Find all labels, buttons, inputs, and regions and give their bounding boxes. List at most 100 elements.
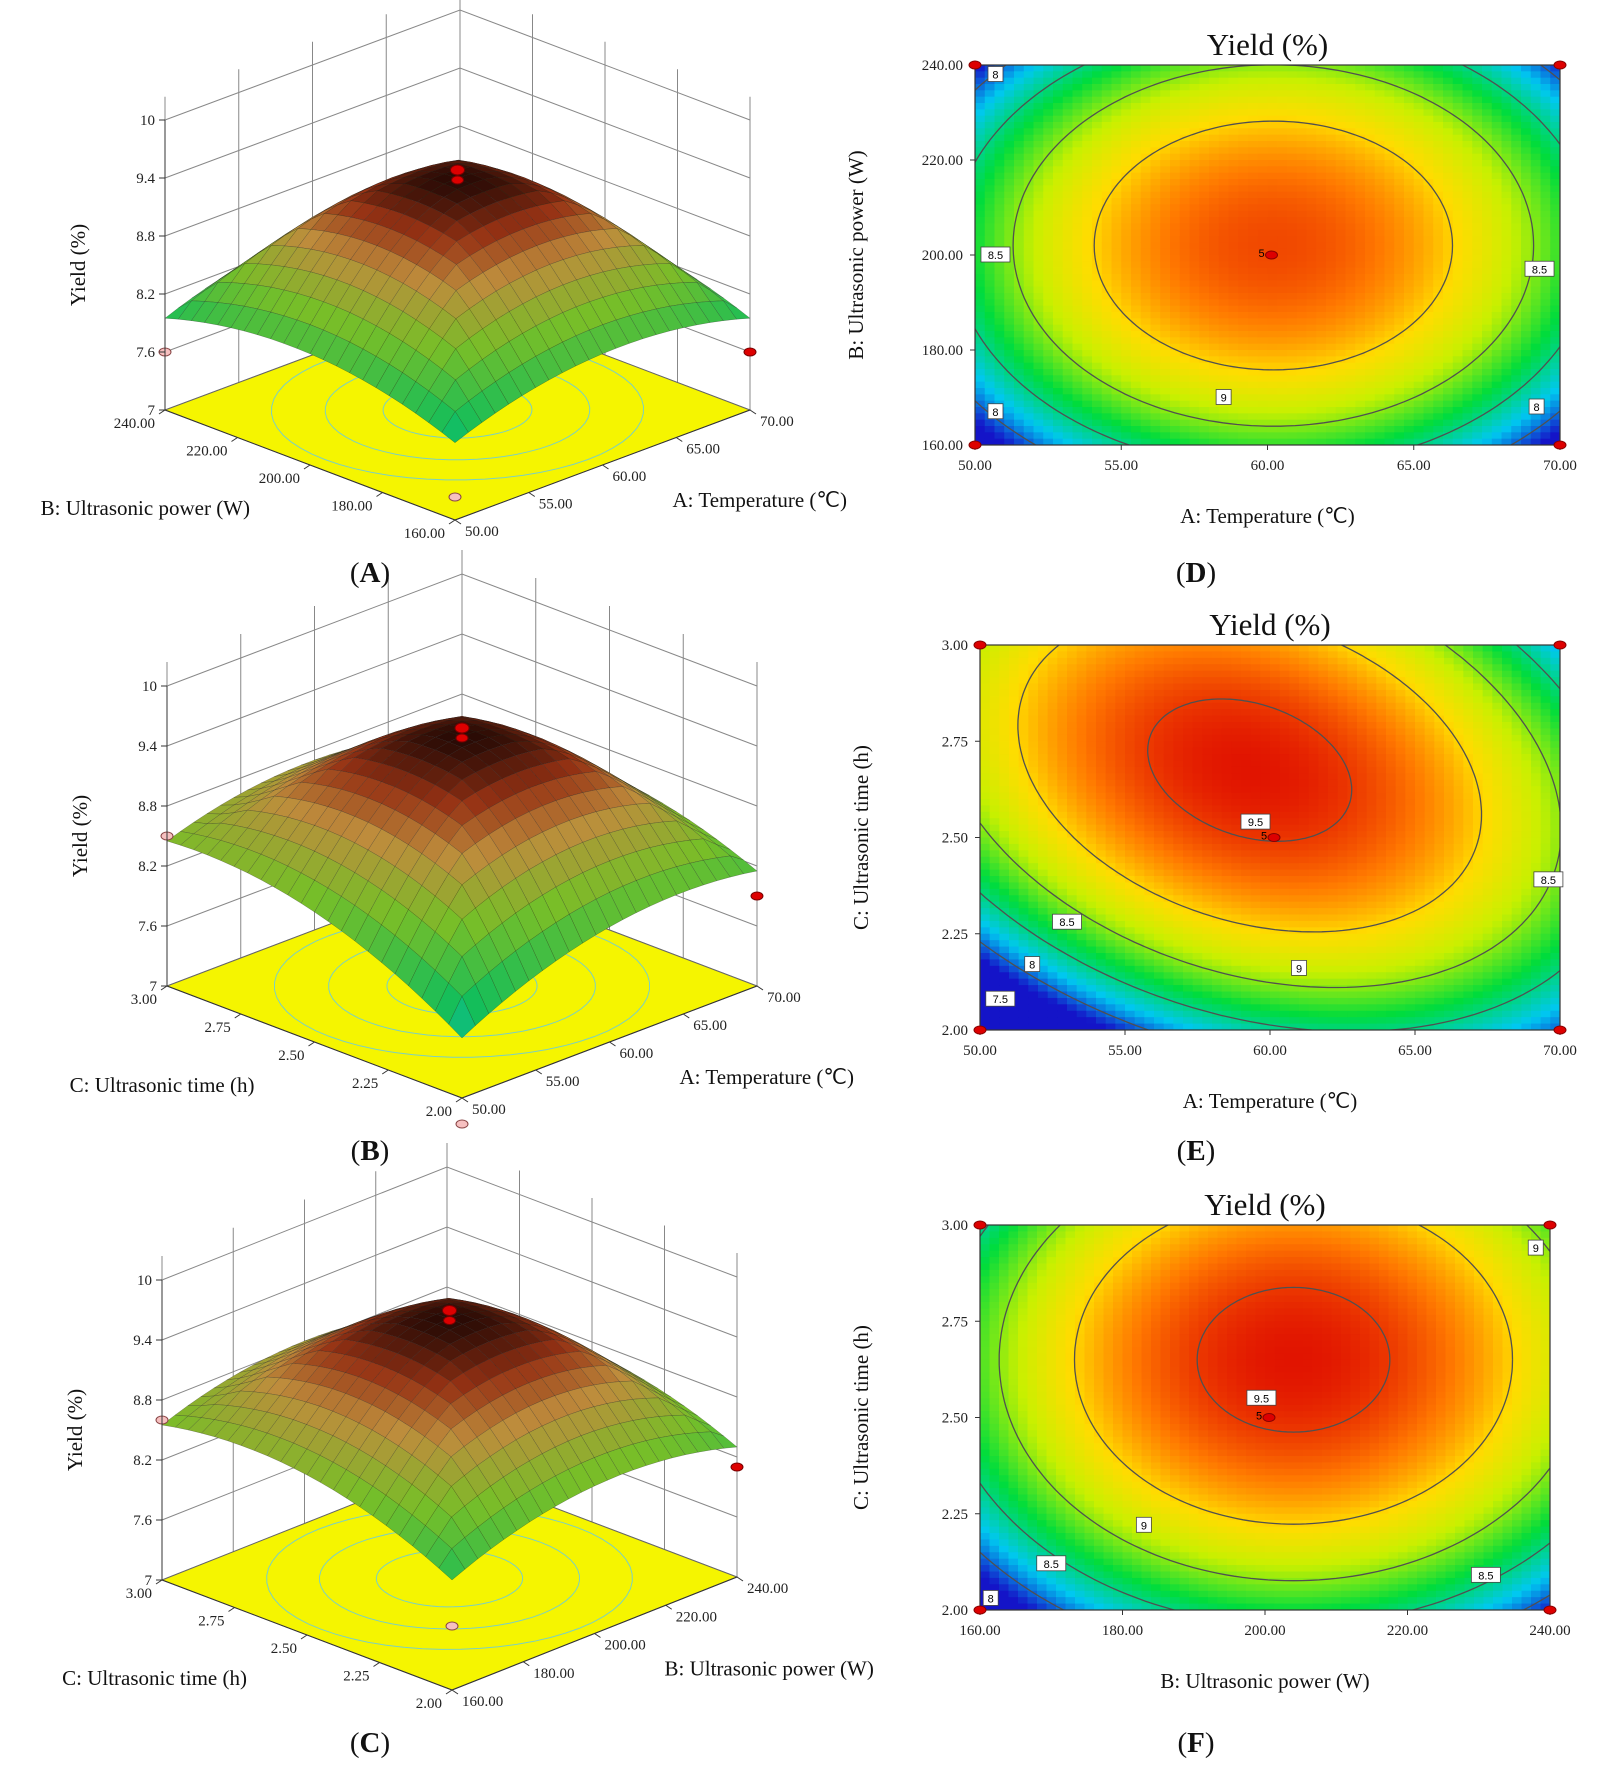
contour-cell bbox=[1092, 413, 1103, 421]
contour-cell bbox=[1452, 318, 1464, 326]
contour-cell bbox=[1004, 388, 1015, 395]
contour-cell bbox=[1326, 413, 1337, 421]
contour-cell bbox=[1335, 286, 1347, 294]
contour-cell bbox=[1209, 299, 1220, 307]
contour-cell bbox=[1316, 293, 1327, 300]
contour-cell bbox=[1277, 362, 1288, 370]
contour-cell bbox=[1209, 426, 1220, 433]
contour-cell bbox=[1053, 369, 1064, 376]
contour-cell bbox=[1501, 331, 1512, 338]
contour-cell bbox=[1033, 134, 1044, 142]
contour-cell bbox=[1452, 267, 1464, 275]
contour-cell bbox=[1423, 204, 1434, 212]
contour-cell bbox=[1443, 185, 1454, 193]
contour-cell bbox=[1062, 438, 1074, 445]
contour-cell bbox=[984, 356, 996, 364]
contour-cell bbox=[1345, 432, 1356, 440]
surface-cell bbox=[438, 1548, 466, 1581]
contour-cell bbox=[1482, 198, 1493, 205]
contour-cell bbox=[1404, 84, 1415, 91]
contour-cell bbox=[1423, 337, 1434, 345]
contour-cell bbox=[1335, 248, 1347, 256]
contour-cell bbox=[1248, 362, 1259, 370]
contour-cell bbox=[1267, 394, 1278, 402]
contour-cell bbox=[1394, 242, 1405, 250]
contour-cell bbox=[1287, 419, 1298, 427]
contour-cell bbox=[1043, 198, 1054, 205]
contour-cell bbox=[1306, 223, 1317, 231]
contour-cell bbox=[1433, 204, 1444, 212]
contour-cell bbox=[1179, 204, 1191, 212]
contour-cell bbox=[1023, 134, 1035, 142]
contour-cell bbox=[1111, 204, 1122, 212]
contour-cell bbox=[1433, 255, 1444, 262]
contour-cell bbox=[1238, 166, 1249, 174]
contour-cell bbox=[1101, 204, 1113, 212]
contour-cell bbox=[1199, 426, 1210, 433]
contour-cell bbox=[1384, 109, 1395, 117]
contour-cell bbox=[1482, 96, 1493, 104]
contour-cell bbox=[1491, 115, 1503, 123]
contour-cell bbox=[1111, 65, 1122, 72]
contour-cell bbox=[1326, 438, 1337, 445]
z-tick-label: 7.6 bbox=[133, 1513, 152, 1529]
contour-cell bbox=[1316, 90, 1327, 98]
contour-cell bbox=[984, 375, 996, 383]
contour-cell bbox=[1384, 375, 1395, 383]
contour-cell bbox=[1101, 407, 1113, 414]
contour-cell bbox=[1404, 204, 1415, 212]
contour-cell bbox=[1257, 438, 1269, 445]
y-tick-label: 2.00 bbox=[426, 1104, 452, 1120]
contour-cell bbox=[1277, 160, 1288, 167]
contour-cell bbox=[1335, 356, 1347, 364]
contour-cell bbox=[1413, 293, 1425, 300]
contour-cell bbox=[1287, 267, 1298, 275]
contour-cell bbox=[1287, 413, 1298, 421]
contour-cell bbox=[1443, 261, 1454, 269]
contour-cell bbox=[1296, 362, 1308, 370]
contour-cell bbox=[1228, 166, 1239, 174]
contour-cell bbox=[1062, 356, 1074, 364]
contour-cell bbox=[1209, 77, 1220, 85]
contour-cell bbox=[1072, 210, 1083, 218]
contour-cell bbox=[1160, 84, 1171, 91]
contour-cell bbox=[1326, 65, 1337, 72]
contour-cell bbox=[1092, 84, 1103, 91]
contour-cell bbox=[1033, 160, 1044, 167]
contour-cell bbox=[1053, 236, 1064, 243]
contour-cell bbox=[1170, 407, 1181, 414]
contour-cell bbox=[1023, 122, 1035, 129]
contour-cell bbox=[1267, 115, 1278, 123]
contour-cell bbox=[1267, 324, 1278, 332]
contour-cell bbox=[1043, 350, 1054, 357]
contour-cell bbox=[1277, 388, 1288, 395]
contour-cell bbox=[1062, 419, 1074, 427]
contour-cell bbox=[1238, 71, 1249, 79]
contour-cell bbox=[1014, 286, 1025, 294]
contour-cell bbox=[1170, 185, 1181, 193]
contour-cell bbox=[1228, 217, 1239, 224]
contour-cell bbox=[1433, 305, 1444, 313]
contour-cell bbox=[1023, 362, 1035, 370]
contour-cell bbox=[1316, 388, 1327, 395]
contour-cell bbox=[1335, 305, 1347, 313]
contour-cell bbox=[1345, 337, 1356, 345]
contour-cell bbox=[1014, 413, 1025, 421]
contour-cell bbox=[1023, 166, 1035, 174]
contour-cell bbox=[1316, 331, 1327, 338]
contour-cell bbox=[1423, 210, 1434, 218]
contour-cell bbox=[1218, 267, 1230, 275]
contour-cell bbox=[1121, 267, 1132, 275]
contour-cell bbox=[1111, 242, 1122, 250]
contour-cell bbox=[1140, 153, 1152, 161]
y-tick-mark bbox=[155, 1579, 163, 1585]
contour-cell bbox=[1472, 293, 1483, 300]
contour-cell bbox=[1482, 350, 1493, 357]
contour-cell bbox=[1053, 293, 1064, 300]
contour-cell bbox=[1394, 236, 1405, 243]
contour-cell bbox=[1053, 166, 1064, 174]
contour-cell bbox=[1287, 375, 1298, 383]
contour-cell bbox=[994, 103, 1005, 110]
contour-cell bbox=[1218, 362, 1230, 370]
contour-cell bbox=[1209, 261, 1220, 269]
